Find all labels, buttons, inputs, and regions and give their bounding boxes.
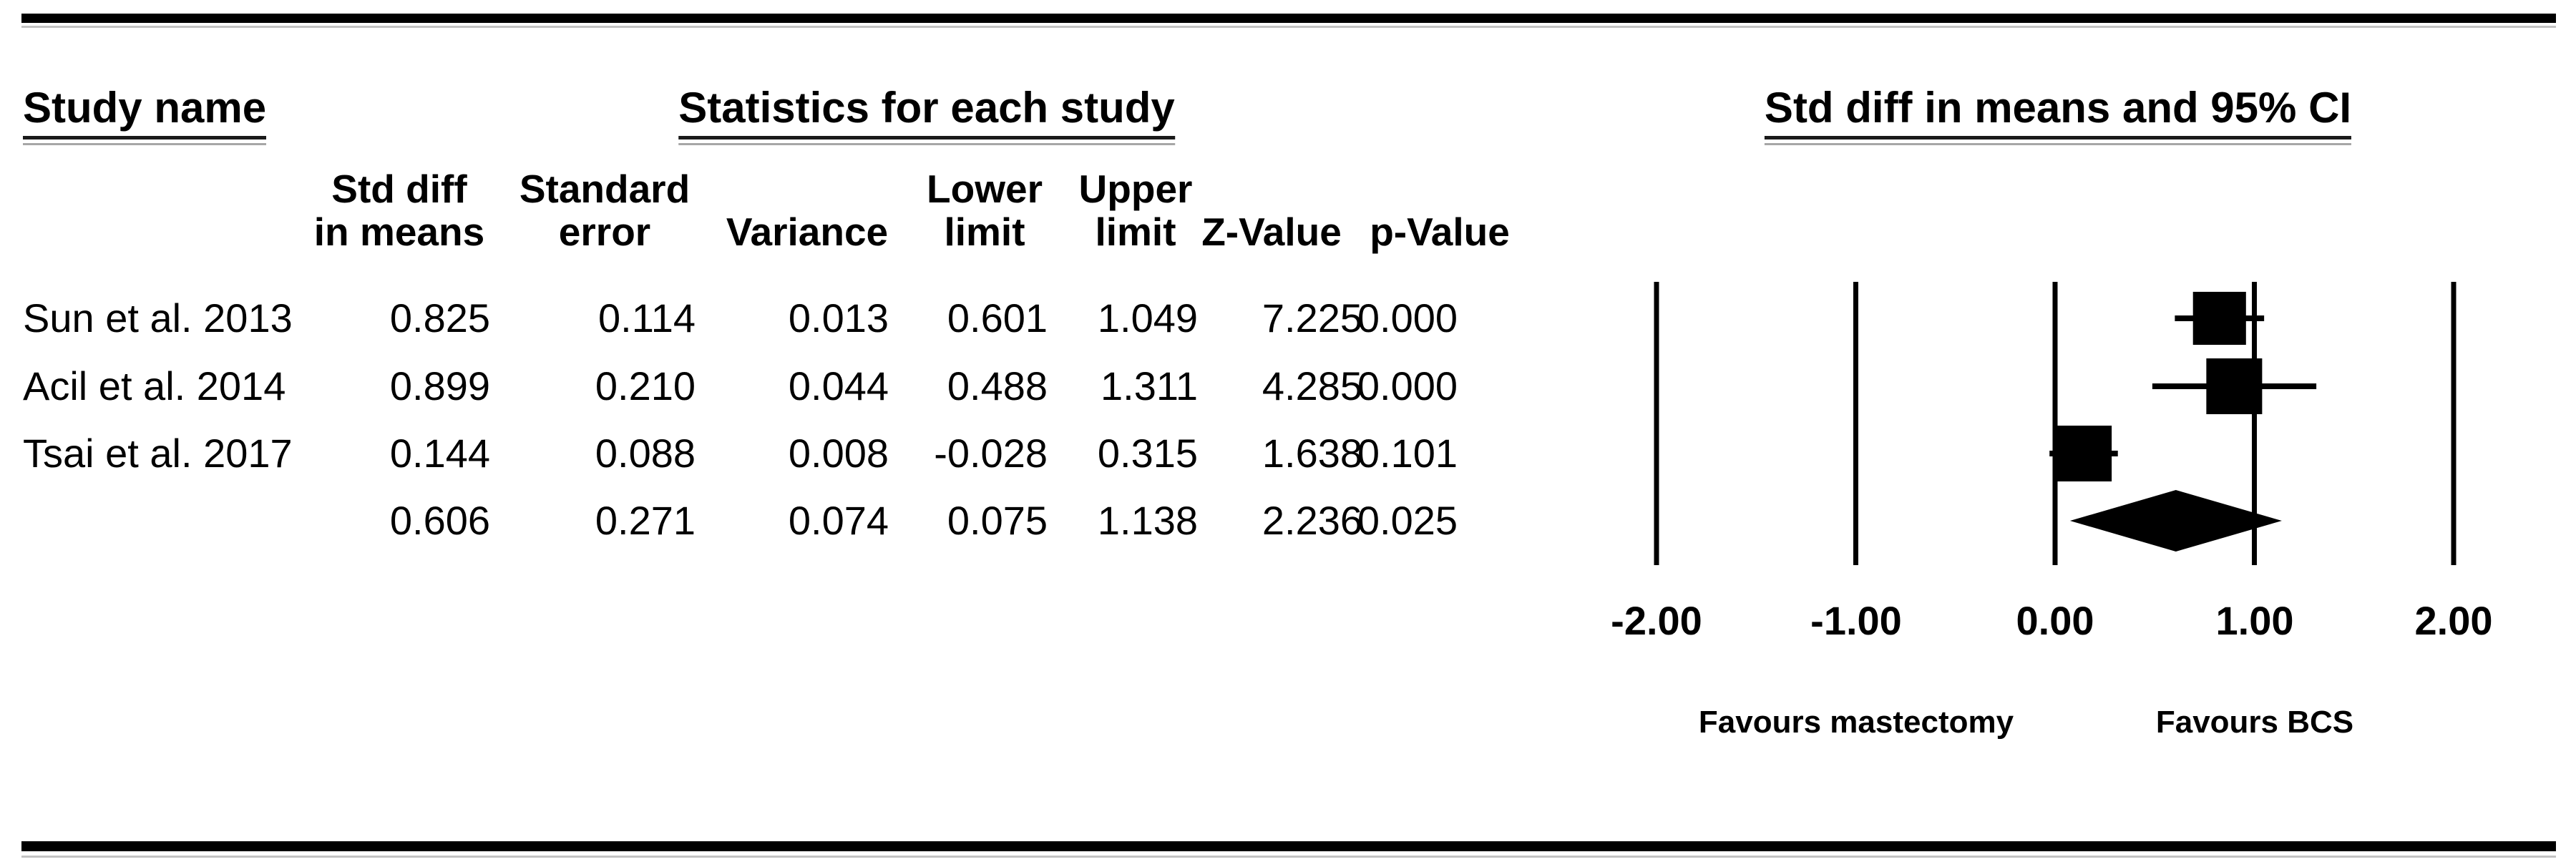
x-tick-label: 2.00 xyxy=(2414,598,2493,643)
top-rule xyxy=(21,14,2556,23)
value-cell: 0.101 xyxy=(1357,431,1458,476)
gridline xyxy=(1654,282,1659,565)
column-header-p-value: p-Value xyxy=(1370,166,1510,253)
column-header-standard-error: Standard error xyxy=(519,166,690,253)
value-cell: 7.225 xyxy=(1262,295,1362,341)
header-underline-ghost xyxy=(1764,143,2352,145)
study-ci-line xyxy=(2049,451,2118,456)
gridline xyxy=(2052,282,2058,565)
column-header-line2: in means xyxy=(313,210,485,254)
column-header-std-diff-in-means: Std diff in means xyxy=(314,166,484,253)
gridline xyxy=(2252,282,2257,565)
value-cell: 0.008 xyxy=(788,431,889,476)
column-header-line2: Variance xyxy=(726,210,889,254)
column-header-upper-limit: Upper limit xyxy=(1079,166,1193,253)
top-rule-ghost xyxy=(21,26,2556,28)
header-underline xyxy=(23,136,267,139)
value-cell: -0.028 xyxy=(934,431,1048,476)
study-name-cell: Tsai et al. 2017 xyxy=(23,431,293,476)
column-header-variance: Variance xyxy=(726,166,888,253)
column-header-z-value: Z-Value xyxy=(1201,166,1342,253)
column-header-line1: Upper xyxy=(1078,167,1193,211)
value-cell: 0.210 xyxy=(595,363,696,408)
value-cell: 0.899 xyxy=(389,363,490,408)
study-name-header: Study name xyxy=(23,84,267,145)
column-header-line2: error xyxy=(558,210,651,254)
value-cell summary: 1.138 xyxy=(1097,498,1198,543)
column-header-line2: limit xyxy=(944,210,1025,254)
value-cell: 0.601 xyxy=(947,295,1048,341)
value-cell: 4.285 xyxy=(1262,363,1362,408)
value-cell: 1.049 xyxy=(1097,295,1198,341)
value-cell: 0.044 xyxy=(788,363,889,408)
value-cell summary: 0.075 xyxy=(947,498,1048,543)
favours-right-label: Favours BCS xyxy=(2155,705,2354,740)
study-square xyxy=(2056,426,2112,481)
value-cell summary: 0.606 xyxy=(389,498,490,543)
value-cell: 0.315 xyxy=(1097,431,1198,476)
favours-left-label: Favours mastectomy xyxy=(1698,705,2014,740)
study-square xyxy=(2206,358,2263,414)
value-cell: 1.311 xyxy=(1101,363,1198,408)
x-tick-label: -1.00 xyxy=(1810,598,1902,643)
value-cell: 0.000 xyxy=(1357,363,1458,408)
column-header-line2: Z-Value xyxy=(1201,210,1342,254)
header-underline-ghost xyxy=(23,143,267,145)
value-cell: 1.638 xyxy=(1262,431,1362,476)
value-cell summary: 2.236 xyxy=(1262,498,1362,543)
plot-header-label: Std diff in means and 95% CI xyxy=(1764,84,2352,132)
study-name-header-label: Study name xyxy=(23,84,267,132)
plot-header: Std diff in means and 95% CI xyxy=(1764,84,2352,145)
value-cell summary: 0.025 xyxy=(1357,498,1458,543)
value-cell: 0.013 xyxy=(788,295,889,341)
gridline xyxy=(1853,282,1858,565)
bottom-rule-ghost xyxy=(21,856,2556,858)
value-cell: 0.088 xyxy=(595,431,696,476)
column-header-line2: limit xyxy=(1095,210,1176,254)
value-cell: 0.000 xyxy=(1357,295,1458,341)
column-header-line1: Lower xyxy=(927,167,1043,211)
study-name-cell: Sun et al. 2013 xyxy=(23,295,293,341)
value-cell summary: 0.074 xyxy=(788,498,889,543)
statistics-header: Statistics for each study xyxy=(678,86,1175,145)
study-name-cell: Acil et al. 2014 xyxy=(23,363,286,408)
value-cell: 0.825 xyxy=(389,295,490,341)
column-header-line1: Std diff xyxy=(331,167,467,211)
column-header-lower-limit: Lower limit xyxy=(927,166,1043,253)
x-tick-label: 1.00 xyxy=(2215,598,2294,643)
study-square xyxy=(2192,291,2246,346)
value-cell: 0.488 xyxy=(947,363,1048,408)
header-underline xyxy=(1764,136,2352,139)
gridline xyxy=(2451,282,2457,565)
study-ci-line xyxy=(2175,315,2265,321)
value-cell: 0.144 xyxy=(389,431,490,476)
summary-diamond xyxy=(2069,490,2282,552)
header-underline xyxy=(678,136,1175,139)
x-tick-label: -2.00 xyxy=(1611,598,1702,643)
header-underline-ghost xyxy=(678,143,1175,145)
x-tick-label: 0.00 xyxy=(2016,598,2094,643)
value-cell: 0.114 xyxy=(598,295,696,341)
column-header-line1: Standard xyxy=(519,167,691,211)
value-cell summary: 0.271 xyxy=(595,498,696,543)
bottom-rule xyxy=(21,841,2556,851)
column-header-line2: p-Value xyxy=(1370,210,1510,254)
statistics-header-label: Statistics for each study xyxy=(678,84,1175,132)
study-ci-line xyxy=(2152,383,2317,389)
